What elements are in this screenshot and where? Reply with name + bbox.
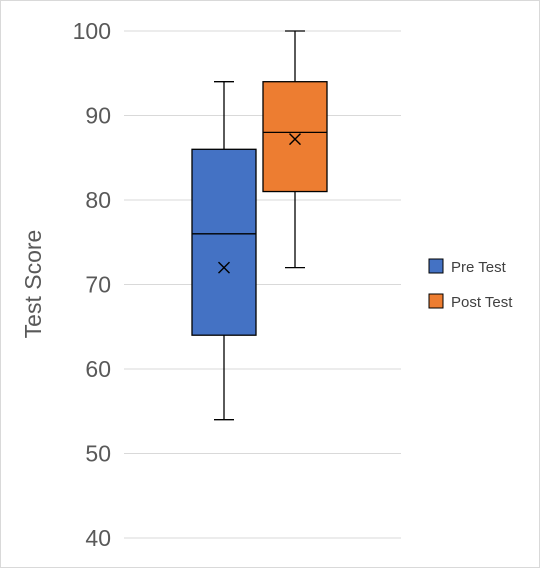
legend-label-post-test: Post Test	[451, 294, 513, 311]
mean-marker-stroke-b	[218, 261, 230, 274]
y-tick-label-40: 40	[85, 525, 111, 551]
y-tick-label-80: 80	[85, 187, 111, 213]
mean-marker-stroke-b	[289, 133, 301, 146]
mean-marker-post-test	[289, 133, 301, 146]
box-pre-test	[191, 81, 257, 421]
y-tick-label-90: 90	[85, 103, 111, 129]
legend-swatch-post-test	[428, 293, 444, 309]
iqr-box-pre-test	[191, 148, 257, 336]
y-tick-label-100: 100	[73, 18, 111, 44]
y-tick-label-70: 70	[85, 272, 111, 298]
mean-marker-pre-test	[218, 261, 230, 274]
box-series	[191, 30, 328, 421]
y-axis-title: Test Score	[20, 230, 46, 339]
y-tick-label-60: 60	[85, 356, 111, 382]
y-axis-tick-labels: 40 50 60 70 80 90 100	[73, 18, 111, 551]
box-post-test	[262, 30, 328, 269]
legend: Pre Test Post Test	[428, 258, 513, 311]
y-tick-label-50: 50	[85, 441, 111, 467]
legend-swatch-pre-test	[428, 258, 444, 274]
iqr-box-post-test	[262, 81, 328, 193]
legend-label-pre-test: Pre Test	[451, 259, 507, 276]
